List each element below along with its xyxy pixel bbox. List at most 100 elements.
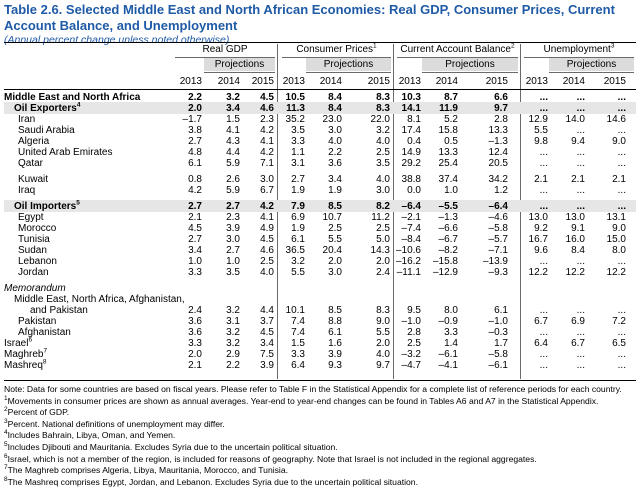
table-cell: 2.0 (188, 349, 202, 360)
year-header: 2015 (367, 76, 390, 87)
row-label-text: Israel (4, 338, 29, 349)
table-cell: ... (576, 103, 585, 114)
footnote-marker: 6 (28, 336, 33, 344)
footnote: Note: Data for some countries are based … (4, 384, 636, 396)
table-cell: 20.4 (322, 245, 342, 256)
projections-rule (549, 72, 634, 73)
footnote-marker: 1 (4, 394, 8, 402)
table-cell: 6.4 (534, 338, 548, 349)
table-cell: 20.5 (488, 158, 508, 169)
year-header: 2014 (217, 76, 240, 87)
table-cell: 2.1 (188, 360, 202, 371)
table-cell: 9.4 (571, 136, 585, 147)
projections-rule (204, 72, 275, 73)
table-cell: 3.0 (376, 185, 390, 196)
row-label-text: Oil Exporters (14, 103, 77, 114)
footnote-marker: 2 (4, 406, 8, 414)
table-cell: 13.1 (606, 212, 626, 223)
table-cell: 8.0 (444, 305, 458, 316)
table-cell: 14.9 (401, 147, 421, 158)
group-header-rule (175, 57, 275, 58)
table-cell: 2.7 (188, 201, 202, 212)
table-cell: 12.4 (488, 147, 508, 158)
table-cell: 37.4 (438, 174, 458, 185)
table-cell: –6.4 (401, 201, 421, 212)
footnote-marker: 7 (43, 347, 48, 355)
row-label-text: Memorandum (4, 283, 66, 294)
table-cell: 2.7 (188, 136, 202, 147)
table-cell: 4.0 (376, 174, 390, 185)
row-label-text: Mashreq (4, 360, 43, 371)
table-cell: 3.7 (260, 316, 274, 327)
table-cell: –1.7 (182, 114, 202, 125)
table-cell: 3.1 (291, 158, 305, 169)
table-cell: 10.5 (285, 92, 305, 103)
table-cell: 3.5 (226, 267, 240, 278)
table-cell: 4.5 (260, 327, 274, 338)
table-cell: 15.0 (606, 234, 626, 245)
footnote-marker: 7 (4, 464, 8, 472)
table-cell: 4.5 (188, 223, 202, 234)
table-cell: 3.3 (444, 327, 458, 338)
table-cell: 3.0 (260, 174, 274, 185)
row-label-text: Oil Importers (14, 201, 77, 212)
table-cell: 2.0 (328, 256, 342, 267)
table-cell: 2.8 (407, 327, 421, 338)
table-cell: 2.6 (226, 174, 240, 185)
table-cell: 6.1 (188, 158, 202, 169)
table-row: Maghreb7 2.0 2.9 7.5 3.3 3.9 4.0 –3.2 –6.1 –5.8..… (0, 347, 640, 360)
footnote-marker: 8 (4, 475, 8, 483)
table-cell: 4.8 (188, 147, 202, 158)
table-row: Kuwait 0.8 2.6 3.0 2.7 3.4 4.0 38.8 37.4 34.2 2.1 2… (0, 174, 640, 185)
table-cell: ... (576, 305, 585, 316)
table-cell: 8.7 (444, 92, 458, 103)
table-cell: 9.2 (534, 223, 548, 234)
table-cell: 7.9 (291, 201, 305, 212)
table-cell: 6.4 (291, 360, 305, 371)
footnote-marker: 5 (76, 199, 80, 207)
table-cell: ... (539, 256, 548, 267)
table-cell: 5.0 (376, 234, 390, 245)
table-cell: 14.6 (606, 114, 626, 125)
table-cell: 5.5 (376, 327, 390, 338)
table-cell: 2.7 (188, 234, 202, 245)
table-cell: 6.7 (534, 316, 548, 327)
table-cell: ... (617, 185, 626, 196)
table-cell: 3.4 (328, 174, 342, 185)
row-label-text: Afghanistan (18, 327, 71, 338)
table-cell: 6.9 (571, 316, 585, 327)
table-row: United Arab Emirates 4.8 4.4 4.2 1.1 2.2 2.5 14… (0, 147, 640, 158)
year-header: 2013 (525, 76, 548, 87)
row-highlight (4, 102, 636, 114)
row-label: Israel6 (4, 336, 33, 349)
table-cell: 5.5 (328, 234, 342, 245)
table-cell: 3.9 (260, 360, 274, 371)
table-cell: 2.2 (328, 147, 342, 158)
table-cell: ... (617, 147, 626, 158)
column-group-header: Real GDP (173, 44, 277, 56)
table-cell: 13.0 (528, 212, 548, 223)
table-cell: 1.9 (291, 223, 305, 234)
table-cell: ... (617, 349, 626, 360)
table-cell: ... (617, 201, 626, 212)
table-cell: 6.5 (612, 338, 626, 349)
year-header: 2013 (398, 76, 421, 87)
table-cell: 4.6 (260, 103, 274, 114)
table-cell: 4.0 (328, 136, 342, 147)
table-cell: 2.1 (188, 212, 202, 223)
table-title: Table 2.6. Selected Middle East and Nort… (4, 2, 615, 33)
table-cell: 4.5 (260, 92, 274, 103)
row-label-text: Egypt (18, 212, 44, 223)
table-row: Sudan 3.4 2.7 4.6 36.5 20.4 14.3 –10.6 –8.2 –7.1 9… (0, 245, 640, 256)
table-cell: ... (576, 147, 585, 158)
footnote: 6Israel, which is not a member of the re… (4, 453, 636, 466)
table-cell: 1.9 (328, 185, 342, 196)
table-cell: 2.0 (376, 256, 390, 267)
table-cell: –5.7 (488, 234, 508, 245)
table-cell: 8.4 (328, 103, 342, 114)
table-cell: 3.3 (291, 136, 305, 147)
footnote-text: Percent of GDP. (7, 407, 70, 418)
table-cell: 2.0 (188, 103, 202, 114)
table-cell: 2.2 (188, 92, 202, 103)
row-label: Pakistan (18, 316, 56, 327)
